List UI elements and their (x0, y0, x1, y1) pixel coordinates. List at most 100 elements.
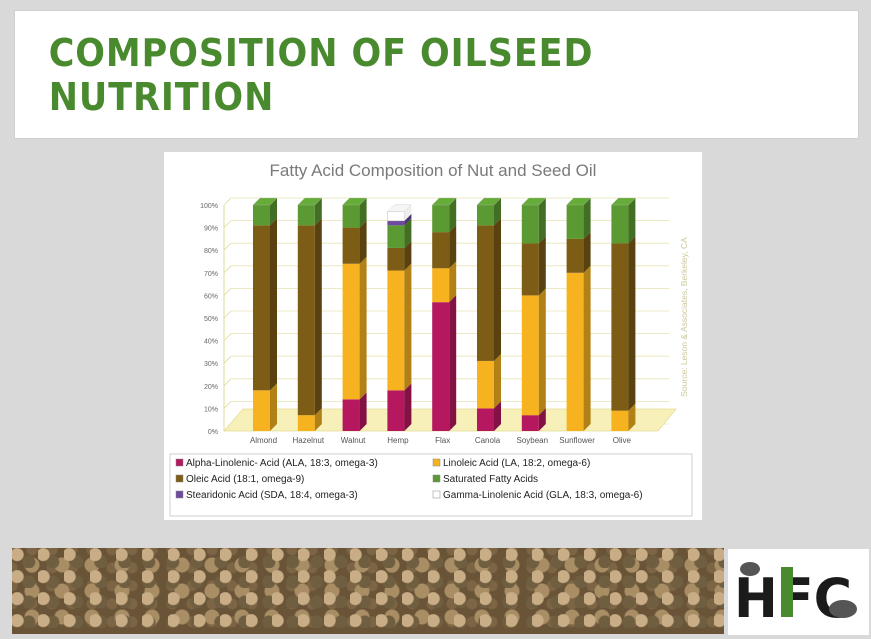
y-tick-label: 40% (204, 339, 218, 346)
bar-side (538, 198, 546, 244)
bar-segment (387, 390, 405, 431)
chart-card: Fatty Acid Composition of Nut and Seed O… (164, 152, 702, 520)
legend-swatch (175, 474, 184, 483)
bar-side (583, 198, 591, 239)
legend-swatch (175, 458, 184, 467)
fatty-acid-chart: Fatty Acid Composition of Nut and Seed O… (169, 161, 693, 517)
x-tick-label: Walnut (341, 436, 366, 445)
y-tick-label: 60% (204, 293, 218, 300)
bar-side (628, 403, 636, 431)
bar-segment (566, 238, 584, 273)
y-tick-label: 70% (204, 271, 218, 278)
bar-side (538, 288, 546, 416)
gridline-diag (223, 310, 232, 319)
bar-side (449, 295, 457, 431)
bar-side (494, 218, 501, 361)
bar-side (314, 408, 322, 431)
bar-segment (387, 270, 405, 391)
bar-segment (253, 205, 270, 226)
x-tick-label: Flax (435, 436, 450, 445)
bar-side (314, 198, 322, 226)
bar-side (628, 236, 636, 411)
hfc-logo: HFC (728, 549, 869, 635)
bar-top (476, 197, 502, 206)
gridline-diag (223, 355, 232, 364)
bar-segment (521, 295, 539, 416)
bar-side (494, 401, 501, 431)
x-tick-label: Almond (250, 436, 277, 445)
slide-title: COMPOSITION OF OILSEED NUTRITION (48, 30, 594, 119)
bar-side (359, 220, 367, 264)
legend-box (169, 453, 693, 517)
bar-segment (342, 399, 360, 431)
bar-segment (297, 205, 315, 226)
bar-segment (432, 268, 450, 303)
y-tick-label: 80% (204, 248, 218, 255)
hemp-seed-photo (12, 548, 724, 634)
bar-segment (521, 243, 539, 296)
hen-icon (740, 562, 760, 576)
bar-segment (521, 205, 539, 244)
source-note: Source: Leson & Associates, Berkeley, CA (679, 237, 689, 397)
legend-label: Alpha-Linolenic- Acid (ALA, 18:3, omega-… (186, 458, 378, 469)
bar-top (342, 197, 367, 206)
y-tick-label: 20% (204, 384, 218, 391)
bar-segment (342, 227, 360, 264)
legend-label: Stearidonic Acid (SDA, 18:4, omega-3) (186, 490, 358, 501)
bar-segment (432, 232, 450, 269)
bar-segment (342, 205, 360, 228)
bar-side (359, 256, 367, 400)
bar-segment (477, 360, 494, 409)
bar-side (449, 225, 457, 269)
bar-side (583, 265, 591, 431)
bar-top (611, 197, 636, 206)
y-tick-label: 100% (200, 203, 218, 210)
bar-top (521, 197, 547, 206)
x-tick-label: Hemp (387, 436, 409, 445)
bar-segment (611, 410, 629, 431)
x-tick-label: Soybean (517, 436, 549, 445)
gridline-diag (223, 197, 232, 206)
bar-side (404, 213, 412, 226)
bar-segment (297, 225, 315, 416)
bar-segment (253, 390, 270, 431)
bar-side (404, 383, 412, 431)
bar-side (270, 383, 277, 431)
bird-icon (829, 600, 857, 618)
y-tick-label: 50% (204, 316, 218, 323)
bar-side (404, 204, 412, 221)
bar-side (538, 408, 546, 431)
legend-label: Gamma-Linolenic Acid (GLA, 18:3, omega-6… (443, 490, 643, 501)
y-tick-label: 90% (204, 226, 218, 233)
bar-segment (387, 220, 405, 226)
y-tick-label: 30% (204, 361, 218, 368)
bar-segment (432, 302, 450, 431)
bar-side (449, 261, 457, 303)
bar-side (538, 236, 546, 296)
bar-segment (387, 225, 405, 248)
bar-segment (297, 415, 315, 431)
gridline-diag (223, 401, 232, 409)
gridline-diag (223, 288, 232, 296)
legend-swatch (432, 458, 441, 467)
x-tick-label: Canola (475, 436, 501, 445)
bar-side (583, 231, 591, 273)
bar-segment (387, 247, 405, 271)
bar-top (431, 197, 457, 206)
chart-title: Fatty Acid Composition of Nut and Seed O… (270, 161, 597, 180)
bar-side (404, 263, 412, 391)
bar-segment (521, 415, 539, 431)
bar-side (628, 198, 636, 244)
bar-side (494, 198, 501, 226)
y-tick-label: 10% (204, 406, 218, 413)
bar-side (314, 218, 322, 416)
bar-side (449, 198, 457, 233)
y-tick-label: 0% (208, 429, 218, 436)
bar-side (270, 218, 277, 391)
bar-side (494, 353, 501, 409)
legend-swatch (432, 474, 441, 483)
bar-segment (477, 205, 494, 226)
bar-segment (566, 205, 584, 239)
bar-segment (432, 205, 450, 233)
gridline-diag (223, 378, 232, 387)
